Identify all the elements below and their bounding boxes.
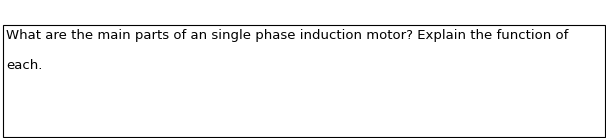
Text: What are the main parts of an single phase induction motor? Explain the function: What are the main parts of an single pha…: [6, 29, 568, 42]
Bar: [3, 25, 605, 137]
Text: each.: each.: [6, 59, 42, 72]
